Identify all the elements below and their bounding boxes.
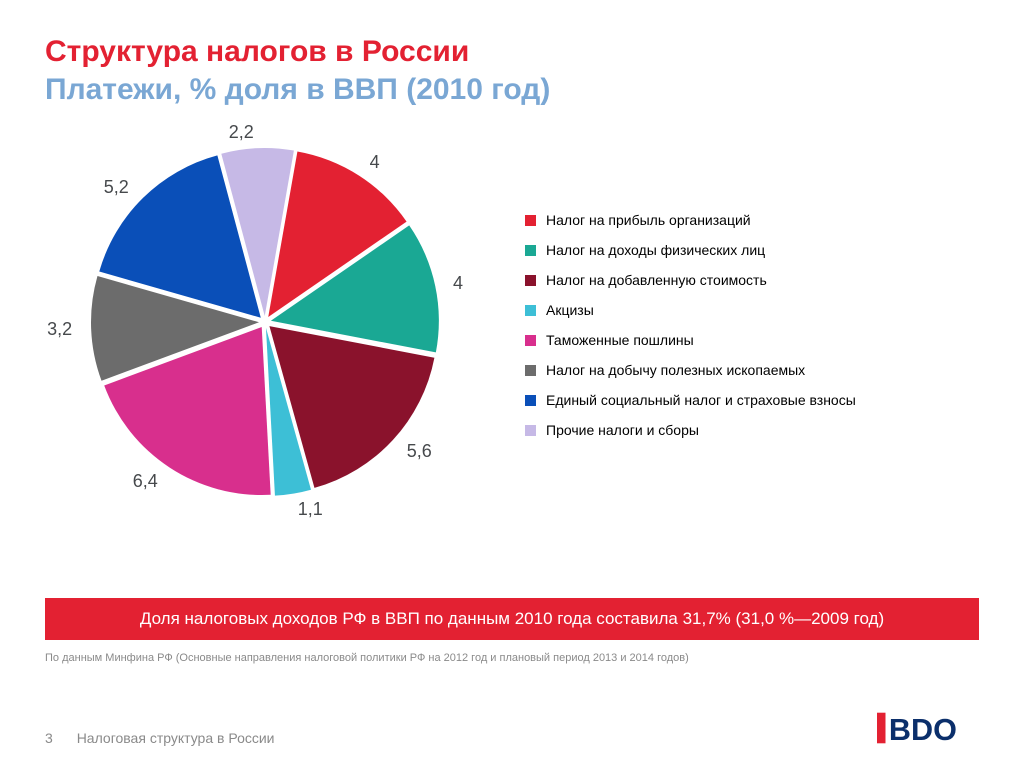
slice-label: 5,6: [407, 441, 432, 462]
legend-swatch: [525, 365, 536, 376]
legend-item: Налог на добычу полезных ископаемых: [525, 362, 856, 378]
legend-item: Налог на доходы физических лиц: [525, 242, 856, 258]
legend-swatch: [525, 425, 536, 436]
legend-item: Налог на прибыль организаций: [525, 212, 856, 228]
slice-label: 6,4: [133, 471, 158, 492]
slice-label: 2,2: [229, 122, 254, 143]
slice-label: 1,1: [298, 499, 323, 520]
footer: 3 Налоговая структура в России: [45, 730, 275, 746]
legend-label: Налог на добычу полезных ископаемых: [546, 362, 805, 378]
legend-label: Акцизы: [546, 302, 594, 318]
footer-caption: Налоговая структура в России: [77, 730, 275, 746]
legend: Налог на прибыль организаций Налог на дох…: [525, 212, 856, 452]
source-note: По данным Минфина РФ (Основные направлен…: [45, 652, 979, 664]
bdo-logo: BDO: [877, 711, 979, 750]
legend-swatch: [525, 395, 536, 406]
legend-label: Таможенные пошлины: [546, 332, 694, 348]
legend-item: Таможенные пошлины: [525, 332, 856, 348]
slice-label: 4: [370, 152, 380, 173]
chart-area: 4 4 5,6 1,1 6,4 3,2 5,2 2,2 Налог на прибыль ор…: [45, 122, 979, 592]
legend-swatch: [525, 245, 536, 256]
slice-label: 3,2: [47, 319, 72, 340]
page-number: 3: [45, 730, 53, 746]
pie-chart: 445,61,16,43,25,22,2: [95, 152, 435, 492]
slide: Структура налогов в России Платежи, % до…: [0, 0, 1024, 768]
legend-item: Единый социальный налог и страховые взно…: [525, 392, 856, 408]
legend-label: Единый социальный налог и страховые взно…: [546, 392, 856, 408]
legend-swatch: [525, 215, 536, 226]
title-line1: Структура налогов в России: [45, 35, 979, 69]
legend-label: Налог на добавленную стоимость: [546, 272, 767, 288]
svg-text:BDO: BDO: [889, 713, 957, 745]
legend-swatch: [525, 275, 536, 286]
legend-label: Прочие налоги и сборы: [546, 422, 699, 438]
summary-banner: Доля налоговых доходов РФ в ВВП по данны…: [45, 598, 979, 640]
legend-swatch: [525, 305, 536, 316]
legend-item: Акцизы: [525, 302, 856, 318]
legend-item: Налог на добавленную стоимость: [525, 272, 856, 288]
title-line2: Платежи, % доля в ВВП (2010 год): [45, 73, 979, 107]
legend-swatch: [525, 335, 536, 346]
legend-label: Налог на прибыль организаций: [546, 212, 751, 228]
slice-label: 4: [453, 273, 463, 294]
legend-label: Налог на доходы физических лиц: [546, 242, 765, 258]
legend-item: Прочие налоги и сборы: [525, 422, 856, 438]
slice-label: 5,2: [104, 177, 129, 198]
